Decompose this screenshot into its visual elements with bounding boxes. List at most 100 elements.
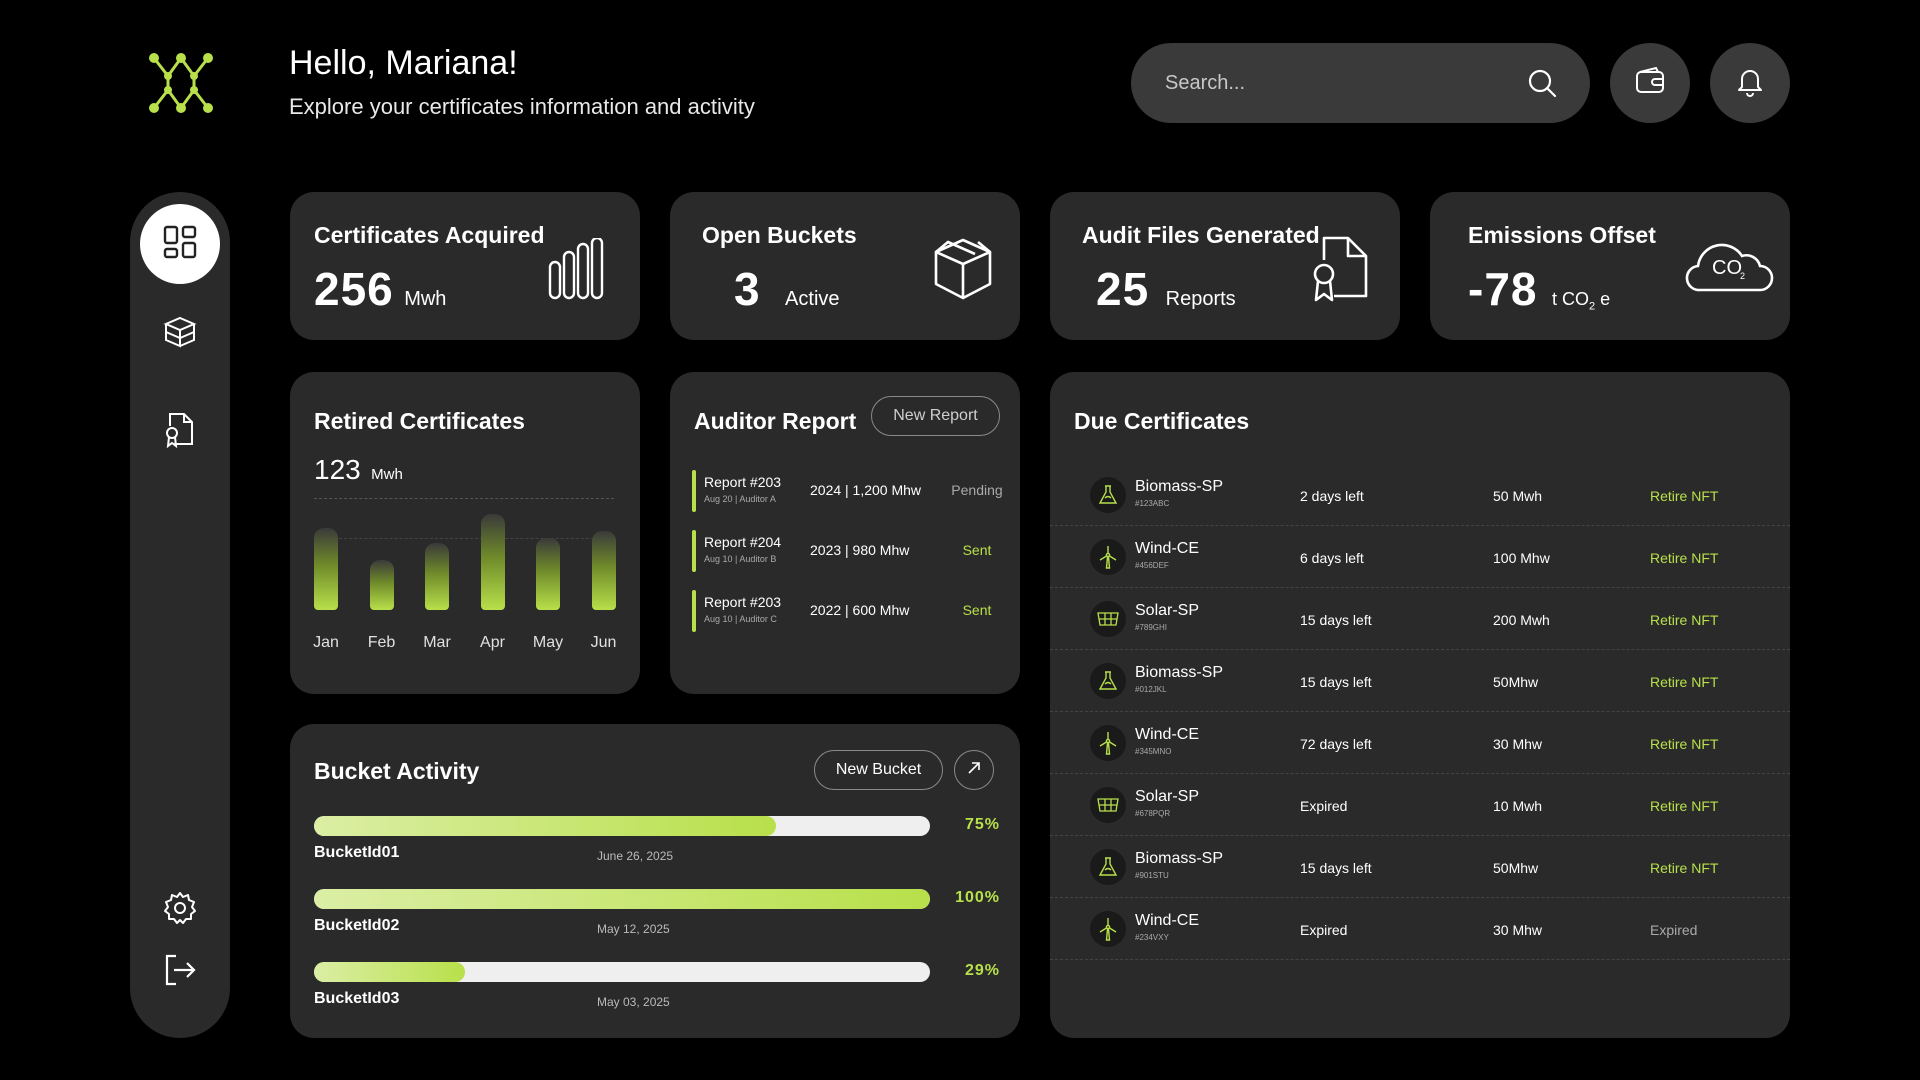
chart-month-label: Apr [480,634,505,651]
box-icon [930,236,996,307]
bucket-date: May 03, 2025 [597,995,670,1009]
wallet-icon [1634,66,1666,101]
report-meta: Aug 10 | Auditor B [704,554,777,564]
due-certificate-row[interactable]: Wind-CE #234VXY Expired 30 Mhw Expired [1050,898,1790,960]
search-bar[interactable] [1131,43,1590,123]
retire-nft-link[interactable]: Retire NFT [1650,612,1719,628]
stat-card-audit-files: Audit Files Generated 25 Reports [1050,192,1400,340]
bucket-name[interactable]: BucketId01 [314,844,400,861]
wind-turbine-icon [1090,539,1126,575]
sidebar-item-buckets[interactable] [140,294,220,374]
sidebar-item-reports[interactable] [140,392,220,472]
divider [314,498,614,499]
open-buckets-button[interactable] [954,750,994,790]
retire-nft-link[interactable]: Retire NFT [1650,674,1719,690]
card-title: Retired Certificates [314,408,525,434]
report-value: 2024 | 1,200 Mhw [810,482,922,498]
bucket-progress-bar[interactable] [314,889,930,909]
stat-unit: t CO [1551,289,1589,309]
app-logo[interactable] [146,50,216,116]
sidebar-item-settings[interactable] [140,870,220,950]
sidebar [130,192,230,1038]
wind-turbine-icon [1090,911,1126,947]
certificate-file-icon [1312,236,1370,307]
due-certificates-card: Due Certificates Biomass-SP #123ABC 2 da… [1050,372,1790,1038]
certificate-id: #234VXY [1135,933,1169,942]
retired-bar-chart [314,514,616,610]
due-certificate-row[interactable]: Solar-SP #678PQR Expired 10 Mwh Retire N… [1050,774,1790,836]
biomass-flask-icon [1090,849,1126,885]
svg-text:2: 2 [1740,271,1745,281]
card-title: Bucket Activity [314,758,480,784]
bucket-name[interactable]: BucketId02 [314,917,400,934]
certificate-id: #456DEF [1135,561,1169,570]
retire-nft-link[interactable]: Retire NFT [1650,860,1719,876]
stat-unit-subscript: 2 [1588,300,1596,313]
report-id: Report #203 [704,474,782,490]
search-input[interactable] [1165,43,1495,123]
auditor-report-card: Auditor Report New Report Report #203 Au… [670,372,1020,694]
svg-text:CO: CO [1712,257,1742,279]
bucket-progress-fill [314,816,776,836]
stat-unit: Mwh [404,288,447,310]
certificate-name: Biomass-SP [1135,664,1224,681]
certificate-days-left: 72 days left [1300,736,1372,752]
report-meta: Aug 10 | Auditor C [704,614,777,624]
bucket-name[interactable]: BucketId03 [314,990,400,1007]
due-certificate-row[interactable]: Wind-CE #456DEF 6 days left 100 Mhw Reti… [1050,526,1790,588]
stat-unit-suffix: e [1595,289,1611,309]
due-certificate-row[interactable]: Solar-SP #789GHI 15 days left 200 Mwh Re… [1050,588,1790,650]
certificate-days-left: 6 days left [1300,550,1364,566]
sidebar-item-dashboard[interactable] [140,204,220,284]
biomass-flask-icon [1090,477,1126,513]
retire-nft-link[interactable]: Retire NFT [1650,488,1719,504]
due-certificate-row[interactable]: Wind-CE #345MNO 72 days left 30 Mhw Reti… [1050,712,1790,774]
wallet-button[interactable] [1610,43,1690,123]
certificate-amount: 30 Mhw [1493,922,1543,938]
divider [314,538,614,539]
new-report-button[interactable]: New Report [871,396,1000,436]
report-row[interactable]: Report #203 Aug 10 | Auditor C 2022 | 60… [692,590,1012,632]
new-bucket-button[interactable]: New Bucket [814,750,943,790]
report-row[interactable]: Report #203 Aug 20 | Auditor A 2024 | 1,… [692,470,1012,512]
sidebar-item-logout[interactable] [140,932,220,1012]
stat-title: Open Buckets [702,222,857,248]
chart-month-label: Jan [313,634,339,651]
certificate-name: Solar-SP [1135,602,1200,619]
certificate-id: #345MNO [1135,747,1172,756]
due-certificate-row[interactable]: Biomass-SP #012JKL 15 days left 50Mhw Re… [1050,650,1790,712]
report-value: 2023 | 980 Mhw [810,542,910,558]
report-accent [692,530,696,572]
due-certificate-row[interactable]: Biomass-SP #901STU 15 days left 50Mhw Re… [1050,836,1790,898]
chart-bar [369,560,394,610]
stat-value: 256 [314,263,394,315]
retired-unit: Mwh [371,466,403,483]
bucket-progress-bar[interactable] [314,962,930,982]
certificate-days-left: Expired [1300,922,1348,938]
dashboard-icon [163,225,197,264]
bucket-percent: 100% [955,889,1000,906]
retire-nft-link[interactable]: Retire NFT [1650,736,1719,752]
stat-title: Certificates Acquired [314,222,545,248]
retired-certificates-card: Retired Certificates 123 Mwh Jan Feb Mar Ap… [290,372,640,694]
certificate-days-left: 15 days left [1300,612,1372,628]
solar-panel-icon [1090,787,1126,823]
chart-month-label: Mar [423,634,451,651]
stat-value: 3 [734,263,761,315]
certificate-name: Wind-CE [1135,912,1200,929]
stat-unit: Reports [1165,288,1236,310]
report-row[interactable]: Report #204 Aug 10 | Auditor B 2023 | 98… [692,530,1012,572]
retire-nft-link[interactable]: Retire NFT [1650,550,1719,566]
retire-nft-link[interactable]: Retire NFT [1650,798,1719,814]
notifications-button[interactable] [1710,43,1790,123]
retire-nft-link: Expired [1650,922,1698,938]
certificate-amount: 200 Mwh [1493,612,1550,628]
bucket-progress-fill [314,889,930,909]
due-certificate-row[interactable]: Biomass-SP #123ABC 2 days left 50 Mwh Re… [1050,464,1790,526]
search-icon[interactable] [1527,68,1557,103]
card-title: Auditor Report [694,408,857,434]
report-status: Sent [962,602,992,618]
certificate-id: #789GHI [1135,623,1168,632]
bucket-progress-bar[interactable] [314,816,930,836]
stat-card-buckets: Open Buckets 3 Active [670,192,1020,340]
